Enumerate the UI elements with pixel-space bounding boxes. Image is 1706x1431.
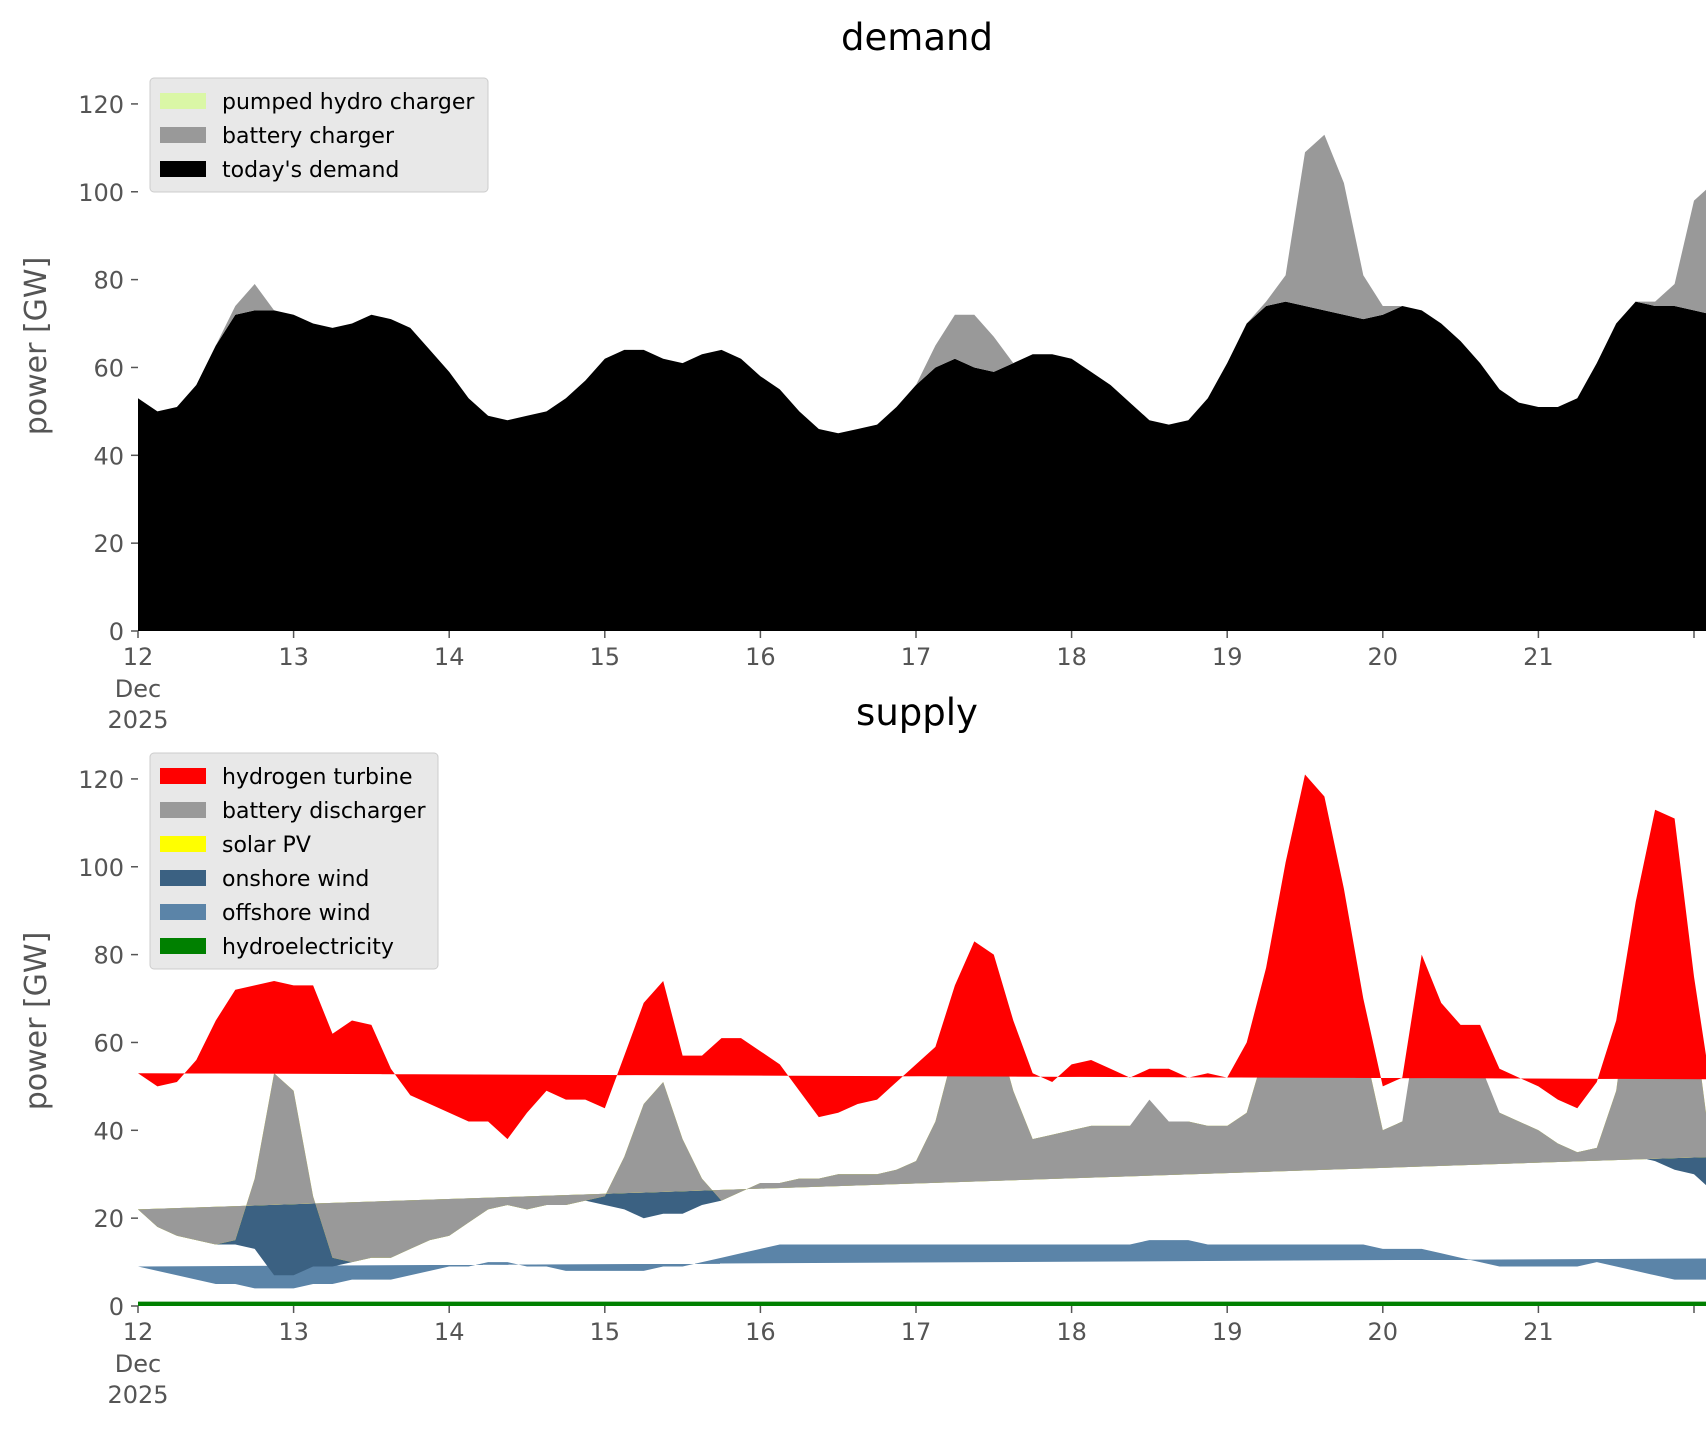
demand-legend-label-today-s-demand: today's demand — [222, 158, 399, 183]
supply-ytick-label: 20 — [93, 1205, 124, 1233]
supply-ytick-label: 40 — [93, 1117, 124, 1145]
supply-legend-label-solar-pv: solar PV — [222, 833, 311, 858]
demand-ytick-label: 20 — [93, 530, 124, 558]
demand-areas — [138, 134, 1706, 631]
supply-xtick-label: 14 — [434, 1318, 465, 1346]
demand-axes: 0 20 40 60 80 100 120 12 Dec 2025 13 14 15 16 17 18 19 20… — [78, 91, 1695, 734]
supply-title: supply — [856, 691, 978, 734]
demand-xtick-sublabel: Dec — [115, 675, 161, 703]
demand-legend: pumped hydro charger battery charger today… — [149, 77, 489, 193]
demand-xtick-label: 18 — [1056, 643, 1087, 671]
supply-legend-swatch-solar-pv — [160, 836, 206, 852]
supply-legend-swatch-hydrogen-turbine — [160, 768, 206, 784]
supply-axes: 0 20 40 60 80 100 120 12 Dec 2025 13 14 15 16 17 18 19 20… — [78, 766, 1695, 1409]
demand-xtick-sublabel: 2025 — [107, 706, 168, 734]
demand-ytick-label: 0 — [109, 618, 124, 646]
supply-xtick-label: 13 — [278, 1318, 309, 1346]
supply-legend-swatch-offshore-wind — [160, 904, 206, 920]
demand-xtick-label: 20 — [1368, 643, 1399, 671]
supply-legend-label-battery-discharger: battery discharger — [222, 799, 427, 824]
demand-area-today-s-demand — [138, 301, 1706, 631]
demand-xtick-label: 12 — [123, 643, 154, 671]
supply-panel: supply power [GW] 0 20 40 60 80 100 120 12 Dec 20… — [19, 691, 1706, 1409]
supply-legend-label-hydrogen-turbine: hydrogen turbine — [222, 765, 413, 790]
demand-legend-swatch-pumped-hydro-charger — [160, 93, 206, 109]
supply-ylabel: power [GW] — [19, 932, 54, 1111]
supply-legend-label-hydroelectricity: hydroelectricity — [222, 935, 394, 960]
demand-xtick-label: 16 — [745, 643, 776, 671]
supply-ytick-label: 100 — [78, 854, 124, 882]
supply-legend-swatch-onshore-wind — [160, 870, 206, 886]
supply-xtick-sublabel: Dec — [115, 1350, 161, 1378]
supply-legend-swatch-hydroelectricity — [160, 938, 206, 954]
supply-area-hydroelectricity — [138, 1301, 1706, 1306]
demand-panel: demand power [GW] 0 20 40 60 80 100 120 12 Dec 20… — [19, 16, 1706, 734]
supply-xtick-label: 18 — [1056, 1318, 1087, 1346]
demand-ylabel: power [GW] — [19, 257, 54, 436]
demand-xtick-label: 14 — [434, 643, 465, 671]
demand-xtick-label: 21 — [1523, 643, 1554, 671]
demand-legend-label-pumped-hydro-charger: pumped hydro charger — [222, 90, 475, 115]
demand-xtick-label: 13 — [278, 643, 309, 671]
supply-ytick-label: 60 — [93, 1029, 124, 1057]
demand-legend-swatch-today-s-demand — [160, 161, 206, 177]
demand-ytick-label: 60 — [93, 354, 124, 382]
demand-xtick-label: 19 — [1212, 643, 1243, 671]
supply-legend: hydrogen turbine battery discharger solar … — [149, 752, 439, 970]
supply-xtick-label: 21 — [1523, 1318, 1554, 1346]
supply-xtick-label: 17 — [901, 1318, 932, 1346]
supply-xtick-label: 15 — [590, 1318, 621, 1346]
demand-xtick-label: 15 — [590, 643, 621, 671]
demand-title: demand — [841, 16, 993, 59]
demand-ytick-label: 120 — [78, 91, 124, 119]
demand-legend-box — [149, 77, 489, 193]
supply-areas — [138, 774, 1706, 1306]
supply-legend-label-onshore-wind: onshore wind — [222, 867, 369, 892]
supply-xtick-label: 20 — [1368, 1318, 1399, 1346]
supply-area-offshore-wind — [138, 1240, 1706, 1289]
demand-ytick-label: 80 — [93, 267, 124, 295]
demand-area-battery-charger — [138, 134, 1706, 434]
demand-legend-swatch-battery-charger — [160, 127, 206, 143]
supply-area-hydrogen-turbine — [138, 774, 1706, 1140]
supply-xtick-label: 12 — [123, 1318, 154, 1346]
supply-ytick-label: 0 — [109, 1293, 124, 1321]
supply-xtick-label: 16 — [745, 1318, 776, 1346]
supply-legend-box — [149, 752, 439, 970]
demand-ytick-label: 100 — [78, 179, 124, 207]
supply-legend-swatch-battery-discharger — [160, 802, 206, 818]
demand-xtick-label: 17 — [901, 643, 932, 671]
supply-ytick-label: 80 — [93, 942, 124, 970]
supply-xtick-label: 19 — [1212, 1318, 1243, 1346]
supply-legend-label-offshore-wind: offshore wind — [222, 901, 371, 926]
demand-legend-label-battery-charger: battery charger — [222, 124, 395, 149]
supply-xtick-sublabel: 2025 — [107, 1381, 168, 1409]
demand-ytick-label: 40 — [93, 442, 124, 470]
supply-ytick-label: 120 — [78, 766, 124, 794]
